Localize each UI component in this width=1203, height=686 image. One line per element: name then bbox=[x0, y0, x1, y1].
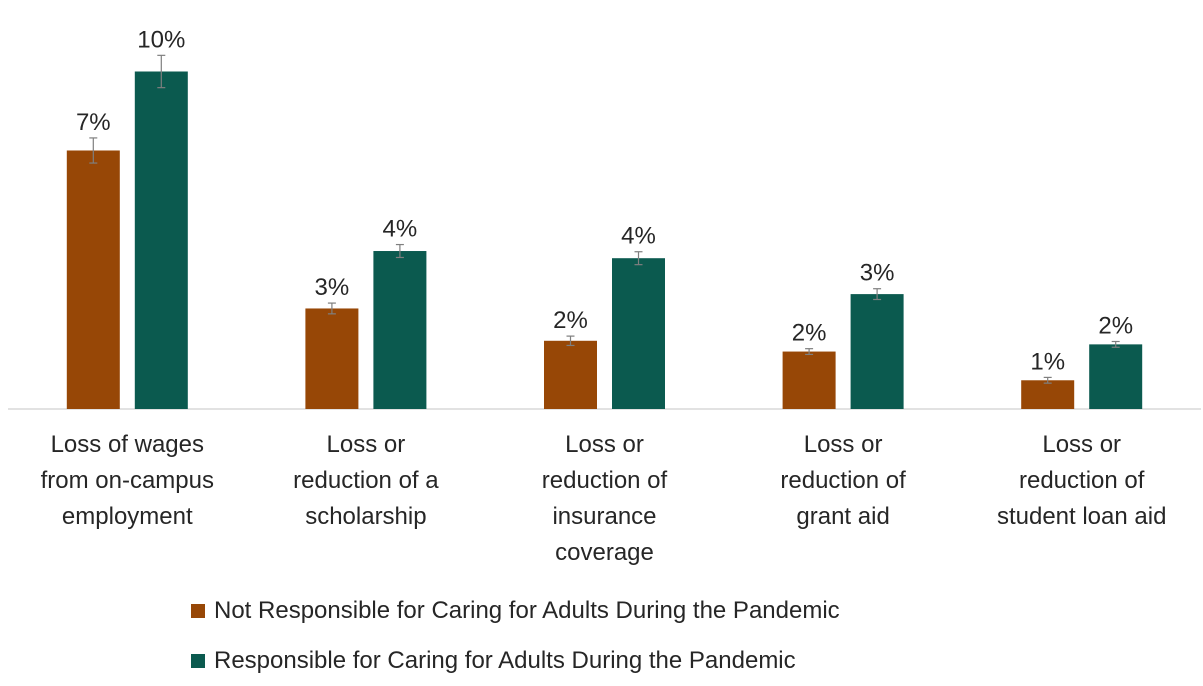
bar bbox=[544, 340, 597, 409]
bar bbox=[1089, 344, 1143, 409]
legend-item-not-responsible: Not Responsible for Caring for Adults Du… bbox=[191, 586, 840, 636]
bar bbox=[305, 308, 359, 409]
legend-label-not-responsible: Not Responsible for Caring for Adults Du… bbox=[214, 597, 840, 624]
bar bbox=[373, 251, 427, 409]
bar bbox=[134, 71, 188, 409]
data-label: 2% bbox=[792, 320, 827, 347]
data-label: 3% bbox=[860, 260, 895, 287]
category-label: Loss or reduction of a scholarship bbox=[293, 431, 439, 530]
data-label: 7% bbox=[76, 109, 111, 136]
legend-item-responsible: Responsible for Caring for Adults During… bbox=[191, 636, 840, 686]
data-label: 4% bbox=[383, 216, 418, 243]
data-label: 1% bbox=[1030, 348, 1065, 375]
category-label: Loss of wages from on-campus employment bbox=[41, 431, 214, 530]
data-label: 3% bbox=[315, 274, 350, 301]
category-label: Loss or reduction of insurance coverage bbox=[542, 431, 668, 566]
category-label: Loss or reduction of grant aid bbox=[780, 431, 906, 530]
legend: Not Responsible for Caring for Adults Du… bbox=[191, 586, 840, 686]
bar bbox=[1021, 380, 1075, 409]
bar bbox=[66, 150, 120, 409]
legend-label-responsible: Responsible for Caring for Adults During… bbox=[214, 647, 796, 674]
legend-swatch-not-responsible bbox=[191, 604, 205, 618]
bar bbox=[612, 258, 665, 409]
data-label: 4% bbox=[621, 223, 656, 250]
data-label: 10% bbox=[137, 26, 185, 53]
bar bbox=[850, 294, 904, 409]
legend-swatch-responsible bbox=[191, 654, 205, 668]
data-label: 2% bbox=[1098, 312, 1133, 339]
bar bbox=[782, 351, 836, 409]
data-label: 2% bbox=[553, 307, 588, 334]
category-label: Loss or reduction of student loan aid bbox=[997, 431, 1166, 530]
